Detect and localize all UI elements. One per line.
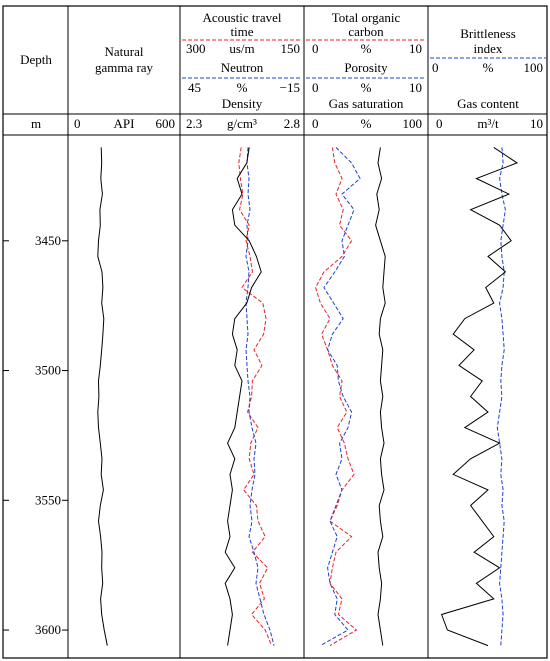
track2-curve1-label-line2: time (230, 24, 253, 39)
track2-curve2-min: 45 (188, 80, 201, 95)
log-curves (97, 146, 519, 647)
track1-scale-max: 600 (156, 116, 176, 131)
series-line-total-organic-carbon (315, 147, 358, 647)
track3-curve2-label: Porosity (344, 60, 388, 75)
track2-curve1-min: 300 (186, 41, 206, 56)
track4-curve3-label: Gas content (457, 96, 519, 111)
series-line-gas-content (440, 146, 519, 647)
series-line-natural-gamma-ray (97, 147, 108, 646)
track1-curve1-label-line2: gamma ray (95, 60, 154, 75)
track3-curve3-min: 0 (312, 116, 319, 131)
series-line-density (224, 147, 262, 646)
track1-curve1-label-line1: Natural (105, 44, 144, 59)
track4-curve1-max: 100 (524, 60, 544, 75)
depth-unit: m (31, 116, 41, 131)
track3-curve3-max: 100 (403, 116, 423, 131)
track2-curve2-label: Neutron (221, 60, 264, 75)
depth-axis: 3450 3500 3550 3600 (3, 233, 68, 637)
depth-tick-label: 3550 (35, 492, 61, 507)
track1-scale-min: 0 (74, 116, 81, 131)
track4-curve3-max: 10 (530, 116, 543, 131)
track3-curve1-max: 10 (409, 41, 422, 56)
series-line-acoustic-travel-time (238, 147, 273, 646)
track3-curve1-label-line2: carbon (348, 24, 384, 39)
series-line-neutron (245, 147, 275, 646)
series-line-porosity (320, 147, 361, 647)
track3-curve2-unit: % (361, 80, 372, 95)
track3-curve2-min: 0 (312, 80, 319, 95)
track4-curve1-label-line2: index (474, 41, 503, 56)
depth-label: Depth (20, 52, 52, 67)
track4-curve1-label-line1: Brittleness (460, 26, 516, 41)
track3-curve1-label-line1: Total organic (332, 10, 401, 25)
track3-curve1-unit: % (361, 41, 372, 56)
depth-tick-label: 3600 (35, 622, 61, 637)
track2-curve2-max: −15 (280, 80, 300, 95)
series-line-gas-saturation (375, 147, 386, 646)
track4-curve1-min: 0 (432, 60, 439, 75)
track2-curve3-label: Density (222, 96, 263, 111)
depth-tick-label: 3500 (35, 363, 61, 378)
track4-curve1-unit: % (483, 60, 494, 75)
track2-curve1-label-line1: Acoustic travel (202, 10, 281, 25)
track3-curve3-unit: % (361, 116, 372, 131)
track2-curve1-max: 150 (281, 41, 301, 56)
series-line-brittleness-index (496, 147, 506, 646)
track4-curve3-unit: m³/t (477, 116, 499, 131)
track1-scale-unit: API (114, 116, 135, 131)
track3-curve3-label: Gas saturation (329, 96, 404, 111)
track2-curve2-unit: % (237, 80, 248, 95)
depth-tick-label: 3450 (35, 233, 61, 248)
track4-curve3-min: 0 (436, 116, 443, 131)
track3-curve1-min: 0 (312, 41, 319, 56)
track2-curve3-min: 2.3 (186, 116, 202, 131)
track2-curve3-max: 2.8 (284, 116, 300, 131)
chart-frame (2, 5, 548, 659)
track2-curve1-unit: us/m (229, 41, 254, 56)
track3-curve2-max: 10 (409, 80, 422, 95)
track2-curve3-unit: g/cm³ (227, 116, 257, 131)
